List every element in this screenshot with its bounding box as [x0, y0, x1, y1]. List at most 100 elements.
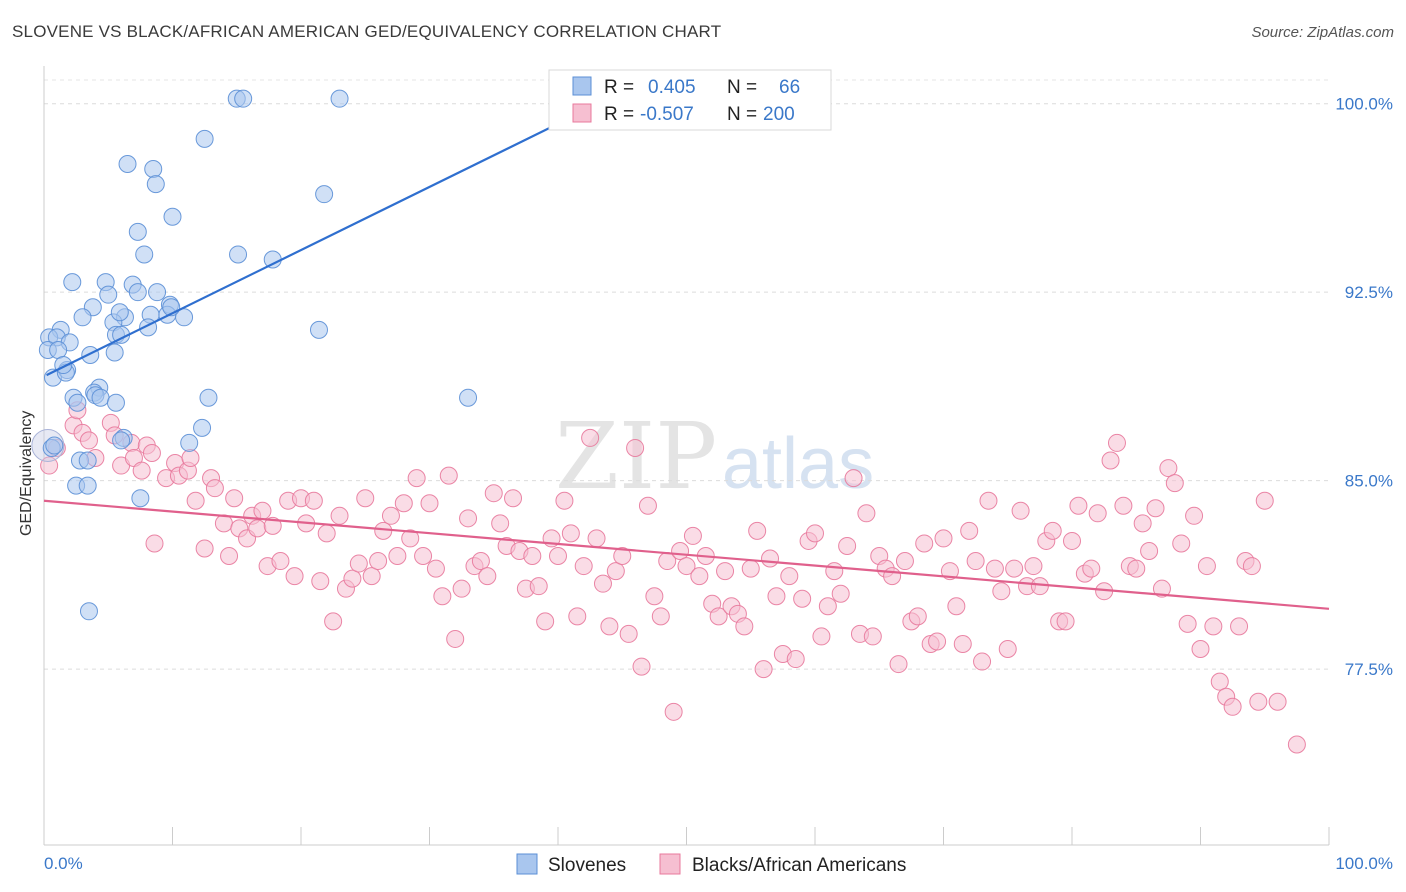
blacks-point-157	[1056, 612, 1075, 631]
gridlines	[44, 79, 1329, 670]
blacks-point-96	[664, 702, 683, 721]
slovenes-point-21	[73, 308, 92, 327]
y-tick-label-2: 92.5%	[1345, 283, 1393, 302]
blacks-point-189	[1268, 692, 1287, 711]
axes	[43, 66, 1330, 846]
blacks-point-181	[1210, 672, 1229, 691]
slovenes-point-64	[110, 303, 129, 322]
blacks-point-12	[132, 461, 151, 480]
blacks-point-171	[1146, 499, 1165, 518]
blacks-point-51	[374, 521, 393, 540]
blacks-point-187	[1255, 491, 1274, 510]
blacks-point-74	[523, 547, 542, 566]
y-tick-labels: 77.5% 85.0% 92.5% 100.0%	[1335, 95, 1393, 679]
blacks-point-69	[491, 514, 510, 533]
blacks-point-84	[587, 529, 606, 548]
blacks-point-54	[394, 494, 413, 513]
slovenes-point-61	[79, 602, 98, 621]
stats-n-value-slovenes: 66	[779, 77, 800, 98]
blacks-point-93	[645, 587, 664, 606]
blacks-point-5	[79, 431, 98, 450]
blacks-point-42	[317, 524, 336, 543]
blacks-point-37	[285, 567, 304, 586]
blacks-point-92	[638, 496, 657, 515]
slovenes-point-17	[128, 283, 147, 302]
blacks-point-58	[420, 494, 439, 513]
blacks-point-146	[985, 559, 1004, 578]
blacks-point-141	[953, 634, 972, 653]
slovenes-point-3	[195, 129, 214, 148]
stats-r-label-blacks: R =	[604, 104, 634, 125]
blacks-point-148	[998, 639, 1017, 658]
blacks-point-35	[271, 552, 290, 571]
blacks-point-89	[619, 624, 638, 643]
stats-n-value-blacks: 200	[763, 104, 795, 125]
stats-r-label-slovenes: R =	[604, 77, 634, 98]
blacks-point-67	[478, 567, 497, 586]
slovenes-point-1	[234, 89, 253, 108]
blacks-point-165	[1107, 433, 1126, 452]
stats-swatch-slovenes	[572, 76, 592, 96]
blacks-point-176	[1178, 614, 1197, 633]
blacks-point-150	[1011, 501, 1030, 520]
blacks-point-68	[484, 484, 503, 503]
blacks-point-90	[626, 438, 645, 457]
blacks-point-48	[356, 489, 375, 508]
slovenes-point-47	[199, 388, 218, 407]
blacks-point-178	[1191, 639, 1210, 658]
slovenes-point-49	[106, 393, 125, 412]
blacks-point-123	[838, 536, 857, 555]
slovenes-point-62	[45, 436, 64, 455]
blacks-point-166	[1114, 496, 1133, 515]
slovenes-point-16	[99, 285, 118, 304]
blacks-point-82	[574, 557, 593, 576]
blacks-point-173	[1159, 459, 1178, 478]
blacks-point-50	[369, 552, 388, 571]
slovenes-point-53	[112, 431, 131, 450]
blacks-point-44	[330, 506, 349, 525]
trend-lines	[43, 122, 1330, 610]
blacks-point-43	[324, 612, 343, 631]
blacks-point-71	[504, 489, 523, 508]
blacks-point-62	[446, 629, 465, 648]
blacks-point-122	[831, 584, 850, 603]
blacks-point-47	[349, 554, 368, 573]
blacks-point-21	[186, 491, 205, 510]
blacks-point-170	[1140, 541, 1159, 560]
blacks-point-140	[947, 597, 966, 616]
blacks-point-138	[934, 529, 953, 548]
blacks-point-56	[407, 469, 426, 488]
blacks-point-27	[225, 489, 244, 508]
slovenes-point-25	[175, 308, 194, 327]
blacks-point-98	[677, 557, 696, 576]
blacks-point-131	[889, 655, 908, 674]
legend-swatch-blacks	[659, 853, 681, 875]
stats-swatch-blacks	[572, 103, 592, 123]
slovenes-point-4	[118, 155, 137, 174]
blacks-point-137	[928, 632, 947, 651]
slovenes-point-50	[68, 393, 87, 412]
blacks-point-188	[1249, 692, 1268, 711]
y-axis-label: GED/Equivalency	[18, 411, 35, 536]
slovenes-point-36	[49, 340, 68, 359]
blacks-point-115	[786, 650, 805, 669]
watermark-atlas: atlas	[722, 424, 874, 504]
blacks-point-76	[536, 612, 555, 631]
blacks-point-26	[220, 547, 239, 566]
blacks-point-130	[883, 567, 902, 586]
blacks-trend-line	[43, 499, 1330, 610]
blacks-point-142	[960, 521, 979, 540]
blacks-point-124	[844, 469, 863, 488]
slovenes-point-7	[315, 185, 334, 204]
blacks-point-114	[780, 567, 799, 586]
blacks-point-41	[311, 572, 330, 591]
legend-swatch-slovenes	[516, 853, 538, 875]
blacks-point-103	[709, 607, 728, 626]
blacks-point-104	[716, 562, 735, 581]
y-tick-label-3: 100.0%	[1335, 95, 1393, 114]
blacks-point-147	[992, 582, 1011, 601]
series-legend: Slovenes Blacks/African Americans	[516, 853, 906, 876]
slovenes-point-57	[78, 451, 97, 470]
y-tick-label-0: 77.5%	[1345, 660, 1393, 679]
blacks-point-59	[426, 559, 445, 578]
